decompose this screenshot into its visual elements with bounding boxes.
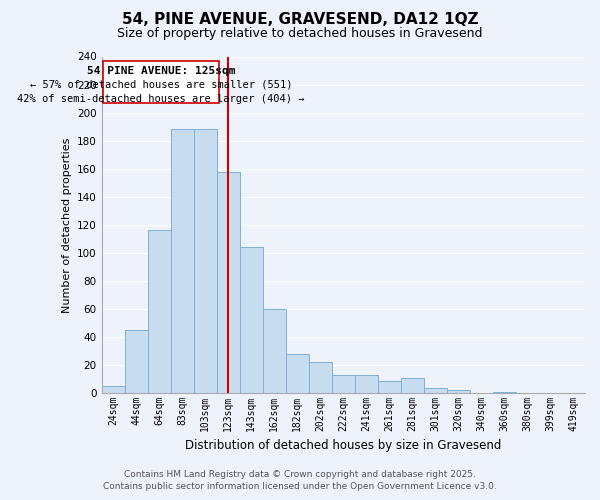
Bar bbox=[217, 172, 240, 393]
Bar bbox=[378, 380, 401, 393]
Bar bbox=[102, 386, 125, 393]
Bar bbox=[355, 375, 378, 393]
Bar bbox=[493, 392, 516, 393]
X-axis label: Distribution of detached houses by size in Gravesend: Distribution of detached houses by size … bbox=[185, 440, 502, 452]
Text: 54 PINE AVENUE: 125sqm: 54 PINE AVENUE: 125sqm bbox=[87, 66, 235, 76]
Bar bbox=[447, 390, 470, 393]
Bar bbox=[332, 375, 355, 393]
Bar bbox=[194, 130, 217, 393]
FancyBboxPatch shape bbox=[103, 60, 219, 103]
Text: 54, PINE AVENUE, GRAVESEND, DA12 1QZ: 54, PINE AVENUE, GRAVESEND, DA12 1QZ bbox=[122, 12, 478, 28]
Y-axis label: Number of detached properties: Number of detached properties bbox=[62, 137, 71, 312]
Text: 42% of semi-detached houses are larger (404) →: 42% of semi-detached houses are larger (… bbox=[17, 94, 305, 104]
Bar bbox=[286, 354, 309, 393]
Bar bbox=[125, 330, 148, 393]
Bar bbox=[401, 378, 424, 393]
Text: Size of property relative to detached houses in Gravesend: Size of property relative to detached ho… bbox=[117, 28, 483, 40]
Text: Contains HM Land Registry data © Crown copyright and database right 2025.
Contai: Contains HM Land Registry data © Crown c… bbox=[103, 470, 497, 491]
Bar bbox=[263, 309, 286, 393]
Text: ← 57% of detached houses are smaller (551): ← 57% of detached houses are smaller (55… bbox=[30, 80, 292, 90]
Bar bbox=[148, 230, 171, 393]
Bar bbox=[309, 362, 332, 393]
Bar bbox=[171, 130, 194, 393]
Bar bbox=[424, 388, 447, 393]
Bar bbox=[240, 248, 263, 393]
